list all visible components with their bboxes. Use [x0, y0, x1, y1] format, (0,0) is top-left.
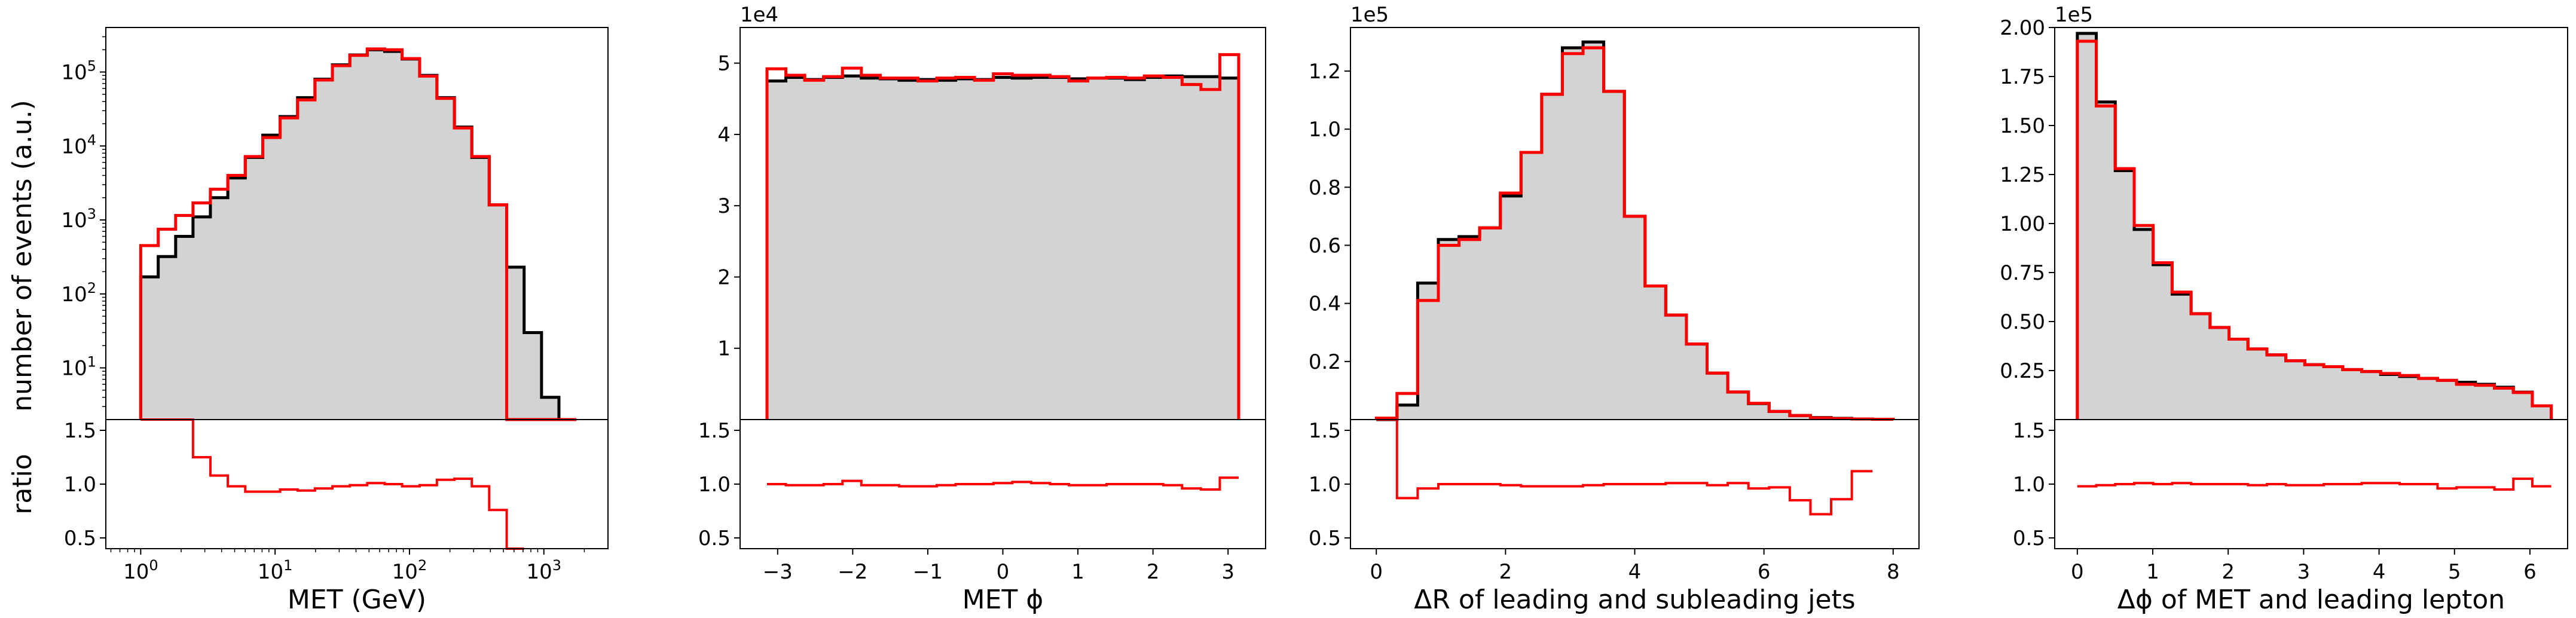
x-tick-label: 101 — [258, 557, 293, 584]
ratio-y-tick-label: 0.5 — [64, 527, 96, 550]
x-tick-label: 4 — [1628, 560, 1642, 584]
x-tick-label: 0 — [997, 560, 1010, 584]
y-tick-label: 4 — [717, 123, 731, 147]
x-tick-label: 2 — [1499, 560, 1512, 584]
y-tick-label: 101 — [61, 354, 96, 381]
y-tick-label: 1.2 — [1309, 60, 1341, 84]
y-tick-label: 103 — [61, 206, 96, 232]
y-tick-label: 0.2 — [1309, 350, 1341, 374]
y-tick-label: 1 — [717, 337, 731, 361]
x-tick-label: 102 — [392, 557, 427, 584]
y-tick-label: 0.25 — [2000, 359, 2045, 383]
x-tick-label: −2 — [838, 560, 867, 584]
x-tick-label: −3 — [763, 560, 793, 584]
y-tick-label: 1.75 — [2000, 65, 2045, 89]
reference-fill — [140, 50, 577, 420]
x-tick-label: 6 — [2523, 560, 2537, 584]
panel-delta-r-jets: 0.2 0.4 0.6 0.8 1.0 1.2 0.5 1.0 1.5 0 2 4 6 8 ΔR of le… — [1309, 3, 1920, 615]
ratio-y-tick-label: 1.0 — [2013, 473, 2045, 497]
ratio-y-tick-label: 1.5 — [1309, 419, 1341, 443]
y-tick-label: 2 — [717, 265, 731, 289]
ratio-series-line — [767, 476, 1239, 491]
y-tick-label: 3 — [717, 194, 731, 218]
x-axis-label: ΔR of leading and subleading jets — [1414, 585, 1855, 615]
ratio-y-tick-label: 0.5 — [698, 527, 731, 550]
x-tick-label: 100 — [123, 557, 158, 584]
reference-fill — [767, 76, 1239, 420]
x-tick-label: 103 — [526, 557, 561, 584]
y-offset-label: 1e5 — [2055, 3, 2093, 27]
ratio-series-line — [2077, 478, 2551, 491]
y-tick-label: 1.50 — [2000, 114, 2045, 138]
y-tick-label: 0.75 — [2000, 261, 2045, 285]
comparison-series-line — [1374, 46, 1895, 421]
y-tick-label: 0.6 — [1309, 234, 1341, 258]
x-tick-label: 6 — [1758, 560, 1771, 584]
x-tick-label: −1 — [913, 560, 943, 584]
x-axis-label: Δϕ of MET and leading lepton — [2117, 585, 2505, 615]
y-tick-label: 0.4 — [1309, 292, 1341, 316]
x-tick-label: 0 — [2071, 560, 2084, 584]
x-tick-label: 4 — [2373, 560, 2386, 584]
ratio-series-line — [140, 418, 524, 550]
x-tick-label: 2 — [1147, 560, 1160, 584]
y-tick-label: 1.25 — [2000, 163, 2045, 187]
y-tick-label: 2.00 — [2000, 16, 2045, 40]
y-tick-label: 104 — [61, 131, 96, 158]
x-tick-label: 3 — [2297, 560, 2311, 584]
ratio-y-tick-label: 0.5 — [2013, 527, 2045, 550]
x-tick-label: 1 — [1071, 560, 1084, 584]
y-tick-label: 102 — [61, 280, 96, 307]
x-tick-label: 8 — [1887, 560, 1900, 584]
ratio-y-tick-label: 1.5 — [698, 419, 731, 443]
y-tick-label: 105 — [61, 58, 96, 85]
x-axis-label: MET (GeV) — [288, 585, 426, 615]
y-tick-label: 5 — [717, 52, 731, 76]
ratio-y-tick-label: 0.5 — [1309, 527, 1341, 550]
ratio-y-tick-label: 1.0 — [698, 473, 731, 497]
ratio-series-line — [1376, 418, 1873, 516]
panel-met: 101 102 103 104 105 0.5 1.0 1.5 100 101 102 103 MET … — [61, 27, 609, 615]
x-tick-label: 3 — [1221, 560, 1234, 584]
x-tick-label: 5 — [2448, 560, 2461, 584]
reference-fill — [1376, 42, 1893, 420]
ratio-ylabel: ratio — [7, 454, 38, 514]
x-tick-label: 1 — [2146, 560, 2159, 584]
y-offset-label: 1e4 — [740, 3, 778, 27]
y-tick-label: 0.50 — [2000, 310, 2045, 334]
panel-delta-phi-met-lepton: 0.250.500.751.001.251.501.752.000.51.01.… — [2000, 3, 2568, 615]
reference-fill — [2077, 33, 2551, 420]
ratio-y-tick-label: 1.5 — [64, 419, 96, 443]
ratio-y-tick-label: 1.0 — [1309, 473, 1341, 497]
ratio-y-tick-label: 1.5 — [2013, 419, 2045, 443]
comparison-series-line — [139, 47, 577, 421]
y-offset-label: 1e5 — [1350, 3, 1389, 27]
main-ylabel: number of events (a.u.) — [7, 100, 38, 412]
panel-met-phi: 1 2 3 4 5 0.5 1.0 1.5 −3 −2 −1 0 1 2 3 MET ϕ 1e4 — [698, 3, 1266, 615]
y-tick-label: 1.00 — [2000, 212, 2045, 236]
x-axis-label: MET ϕ — [962, 585, 1044, 615]
comparison-series-line — [2076, 39, 2553, 420]
x-tick-label: 0 — [1370, 560, 1383, 584]
ratio-y-tick-label: 1.0 — [64, 473, 96, 497]
comparison-series-line — [765, 53, 1240, 420]
y-tick-label: 0.8 — [1309, 176, 1341, 200]
x-tick-label: 2 — [2221, 560, 2235, 584]
y-tick-label: 1.0 — [1309, 118, 1341, 142]
